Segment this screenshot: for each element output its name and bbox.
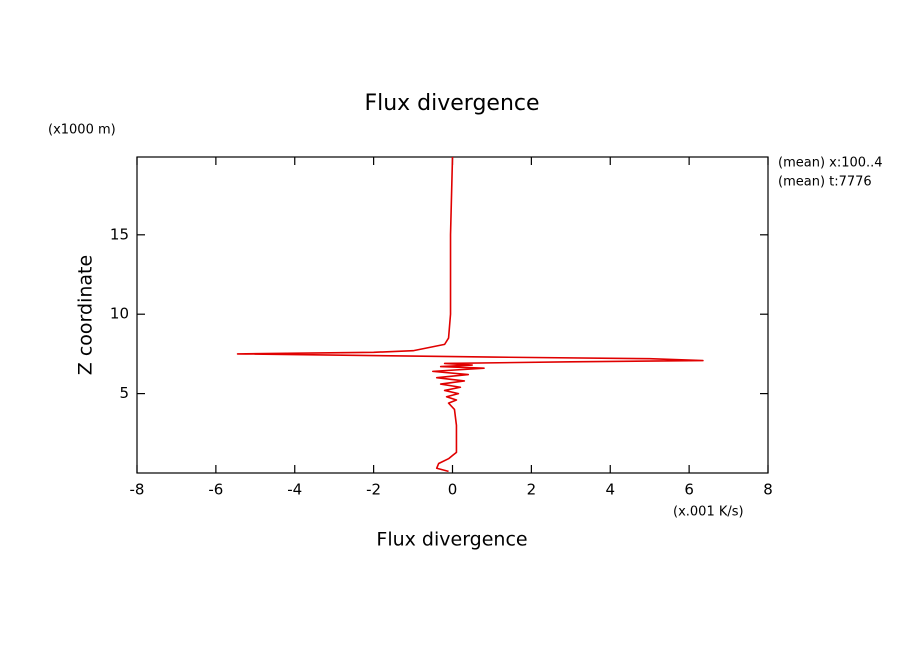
x-tick-label: 4 (605, 481, 615, 499)
x-tick-label: -4 (287, 481, 302, 499)
y-axis-label: Z coordinate (75, 255, 97, 375)
note: (mean) t:7776 (778, 175, 872, 190)
x-tick-label: -6 (208, 481, 223, 499)
x-tick-label: -2 (366, 481, 381, 499)
x-tick-label: 6 (684, 481, 694, 499)
x-tick-label: 2 (527, 481, 537, 499)
x-tick-label: 0 (448, 481, 458, 499)
y-unit: (x1000 m) (48, 123, 116, 138)
x-unit: (x.001 K/s) (673, 505, 744, 520)
x-tick-label: -8 (130, 481, 145, 499)
y-tick-label: 10 (110, 305, 129, 323)
y-tick-label: 15 (110, 225, 129, 243)
note: (mean) x:100..4 (778, 156, 883, 171)
x-axis-label: Flux divergence (376, 529, 527, 551)
chart-title: Flux divergence (364, 91, 539, 116)
plot-frame (136, 156, 769, 474)
data-line (236, 156, 704, 473)
x-tick-label: 8 (763, 481, 773, 499)
y-tick-label: 5 (119, 384, 129, 402)
